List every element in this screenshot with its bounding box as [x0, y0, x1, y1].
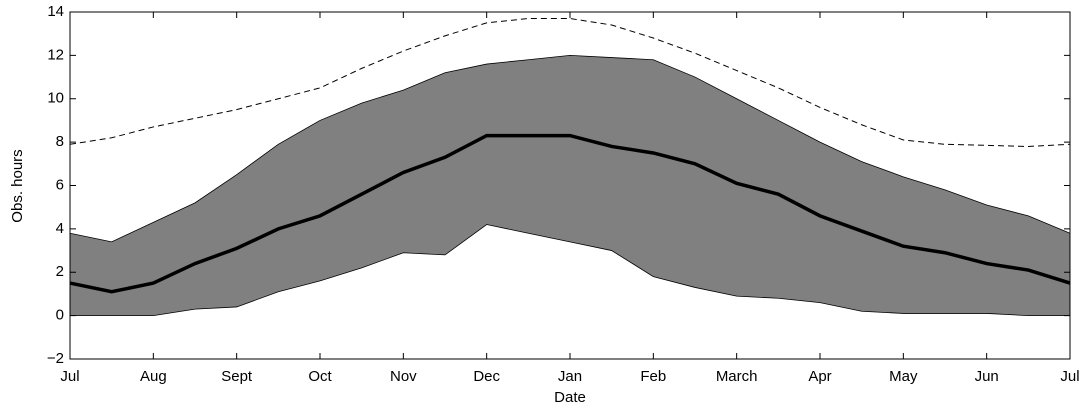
x-tick-label: Dec	[473, 368, 500, 385]
y-tick-label: 12	[47, 46, 64, 63]
y-tick-label: 14	[47, 3, 64, 20]
x-tick-label: May	[889, 368, 918, 385]
x-tick-label: Jul	[60, 368, 79, 385]
y-tick-label: 4	[56, 220, 64, 237]
x-tick-label: Sept	[221, 368, 253, 385]
y-tick-label: 6	[56, 176, 64, 193]
line	[69, 133, 1071, 294]
x-tick-label: Feb	[640, 368, 666, 385]
y-tick-label: 10	[47, 90, 64, 107]
x-tick-label: Aug	[140, 368, 167, 385]
y-tick-label: 0	[56, 307, 64, 324]
y-tick-label: 8	[56, 133, 64, 150]
x-tick-label: Oct	[308, 368, 332, 385]
y-tick-label: 2	[56, 263, 64, 280]
y-tick-label: −2	[47, 350, 64, 367]
x-tick-label: Jan	[558, 368, 582, 385]
y-axis-label: Obs. hours	[9, 149, 26, 222]
band	[69, 54, 1071, 317]
x-axis-label: Date	[554, 389, 586, 406]
x-tick-label: Jul	[1060, 368, 1079, 385]
x-tick-label: Nov	[390, 368, 417, 385]
x-tick-label: Jun	[975, 368, 999, 385]
x-tick-label: Apr	[808, 368, 831, 385]
x-tick-label: March	[716, 368, 758, 385]
line	[69, 18, 1071, 147]
